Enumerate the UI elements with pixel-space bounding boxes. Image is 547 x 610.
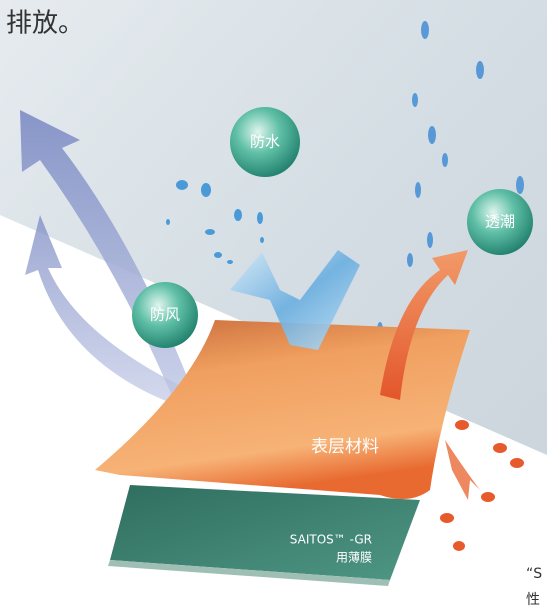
- badge: [467, 189, 533, 255]
- badge-label: 透潮: [485, 213, 515, 231]
- water-block-arrow: [230, 250, 360, 350]
- badge-label: 防水: [250, 133, 280, 151]
- badge-label: 防风: [150, 306, 180, 324]
- footer-text: 性: [526, 592, 540, 608]
- membrane-label: 用薄膜: [336, 550, 372, 565]
- badge: [230, 107, 300, 177]
- header-text: 排放。: [6, 9, 84, 39]
- vapor-arrow: [380, 250, 468, 400]
- layer-label: 表层材料: [311, 437, 379, 457]
- vapor-arrow-small: [445, 440, 480, 500]
- footer-text: “S: [526, 566, 542, 582]
- water-drops: [166, 180, 264, 264]
- membrane-layer: [110, 485, 420, 580]
- outer-layer: [95, 320, 470, 499]
- orange-drops: [440, 420, 524, 551]
- badge: [132, 282, 198, 348]
- membrane-label: SAITOS™ -GR: [290, 533, 372, 547]
- membrane-edge: [108, 560, 390, 586]
